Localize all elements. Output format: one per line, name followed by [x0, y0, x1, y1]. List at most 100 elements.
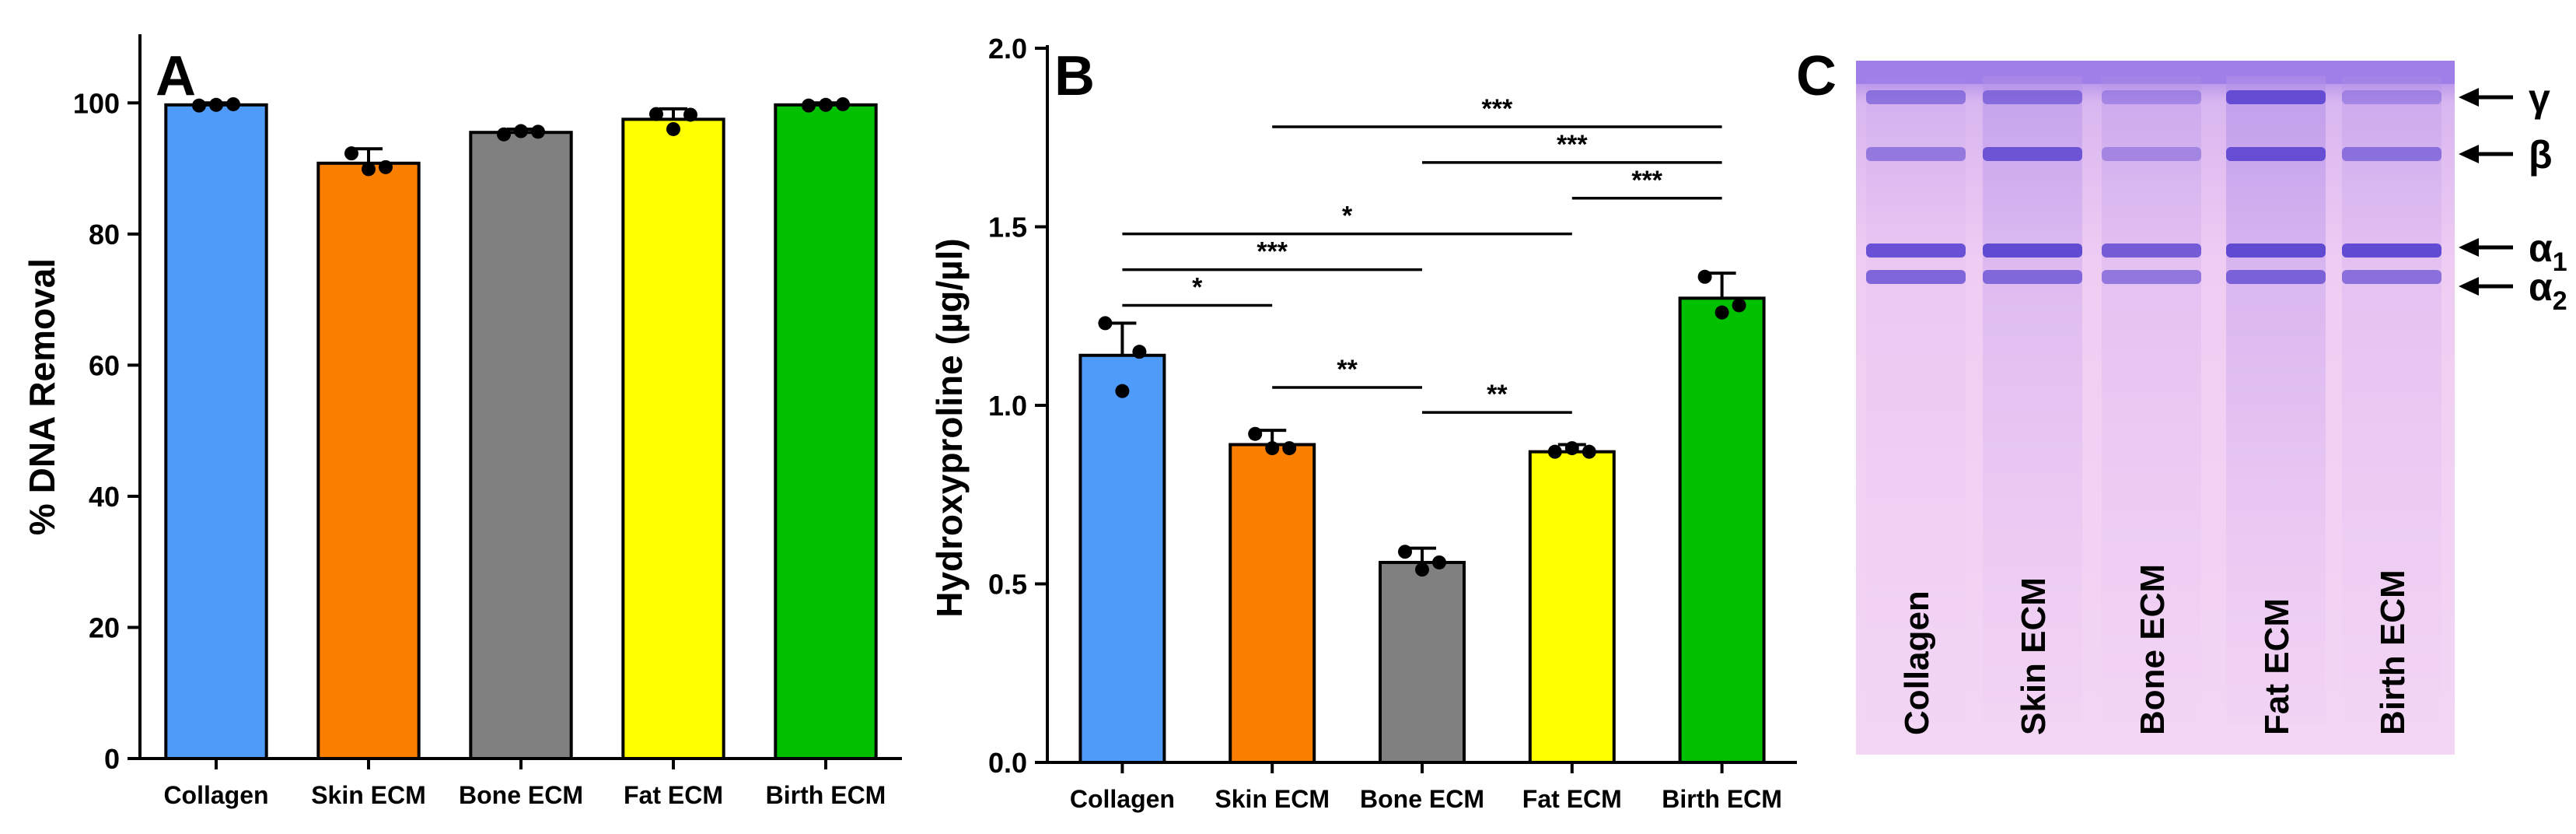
data-point [802, 98, 816, 113]
data-point [1432, 555, 1446, 569]
band-subscript: 1 [2553, 247, 2567, 277]
x-tick-label: Skin ECM [311, 781, 426, 809]
gel-band [2342, 90, 2441, 104]
gel-lane-smear [1983, 76, 2082, 724]
data-point [362, 162, 376, 177]
panel-letter-c: C [1796, 45, 1837, 107]
y-tick-label: 0.0 [988, 747, 1027, 779]
bar [621, 117, 725, 761]
gel-band [2102, 244, 2201, 258]
x-tick-label: Bone ECM [1360, 785, 1484, 813]
x-tick-label: Birth ECM [766, 781, 886, 809]
bar [469, 131, 573, 761]
gel-band [2102, 270, 2201, 284]
data-point [1282, 441, 1297, 456]
gel-lane-label: Birth ECM [2374, 569, 2412, 735]
gel-band [1983, 90, 2082, 104]
gel-band [2226, 244, 2326, 258]
data-point [1248, 426, 1263, 441]
data-point [1265, 441, 1280, 456]
data-point [1415, 562, 1429, 577]
chart-b-plot: 0.0 0.5 1.0 1.5 2.0 Collagen Skin ECM Bone ECM F… [988, 33, 1797, 813]
chart-b: B Hydroxyproline (µg/µl) 0.0 0.5 1.0 1.5 2.0… [929, 33, 1797, 813]
data-point [666, 121, 680, 136]
bar [1229, 443, 1316, 764]
band-arrow-head [2459, 88, 2479, 107]
x-tick-label: Bone ECM [459, 781, 583, 809]
bar [1379, 560, 1466, 765]
gel-band [1866, 244, 1966, 258]
data-point [1398, 545, 1412, 559]
gel-lane-label: Collagen [1898, 590, 1936, 735]
bar [164, 103, 268, 760]
chart-b-ylabel: Hydroxyproline (µg/µl) [929, 238, 970, 618]
band-label: α1 [2529, 226, 2567, 277]
gel-lane-label: Skin ECM [2015, 577, 2053, 735]
y-tick-label: 20 [89, 611, 120, 643]
band-arrow-head [2459, 145, 2479, 163]
gel-band [1983, 244, 2082, 258]
x-tick-label: Collagen [1070, 785, 1175, 813]
x-tick-label: Birth ECM [1662, 785, 1782, 813]
gel-lane-label: Fat ECM [2258, 598, 2296, 735]
band-arrow-head [2459, 238, 2479, 257]
band-subscript: 2 [2553, 286, 2567, 316]
data-point [344, 146, 358, 161]
data-point [1714, 305, 1729, 320]
x-tick-label: Fat ECM [624, 781, 723, 809]
data-point [497, 127, 511, 142]
data-point [1132, 345, 1147, 359]
significance-label: *** [1557, 130, 1588, 159]
data-point [1564, 441, 1579, 456]
band-symbol: β [2529, 133, 2553, 177]
gel-band [1866, 90, 1966, 104]
gel-band [2342, 244, 2441, 258]
data-point [819, 97, 833, 112]
panel-letter-a: A [156, 45, 196, 107]
data-point [836, 96, 850, 111]
gel-lane-label: Bone ECM [2134, 564, 2172, 735]
data-point [683, 107, 697, 122]
data-point [209, 97, 223, 112]
band-label: β [2529, 133, 2553, 177]
gel-band [2226, 90, 2326, 104]
band-symbol: α [2529, 265, 2553, 309]
bar [1678, 296, 1766, 764]
data-point [226, 96, 240, 111]
gel-band [1866, 147, 1966, 161]
gel-panel: C Collagen Skin ECM Bone ECM Fat ECM Birth E… [1796, 45, 2567, 755]
gel-band [1983, 147, 2082, 161]
data-point [649, 107, 663, 121]
data-point [1098, 316, 1113, 331]
gel-band [2102, 147, 2201, 161]
bar [1528, 450, 1616, 764]
gel-band [2102, 90, 2201, 104]
band-label: γ [2529, 76, 2550, 120]
x-tick-label: Fat ECM [1522, 785, 1622, 813]
data-point [379, 159, 393, 174]
band-symbol: α [2529, 226, 2553, 270]
y-tick-label: 80 [89, 219, 120, 251]
y-tick-label: 1.5 [988, 212, 1027, 244]
gel-band [2226, 270, 2326, 284]
chart-a: A % DNA Removal 0 20 40 60 80 100 Collagen Skin… [22, 34, 902, 809]
y-tick-label: 1.0 [988, 390, 1027, 422]
data-point [1115, 384, 1130, 398]
band-label: α2 [2529, 265, 2567, 316]
gel-lane-smear [2342, 76, 2441, 724]
bar [316, 161, 421, 760]
y-tick-label: 0 [104, 743, 120, 775]
significance-label: *** [1482, 94, 1513, 124]
data-point [514, 124, 528, 138]
significance-label: * [1342, 201, 1353, 231]
data-point [1732, 298, 1746, 313]
gel-lane-smear [1866, 76, 1966, 724]
y-tick-label: 100 [73, 87, 120, 119]
data-point [1547, 444, 1562, 459]
significance-label: *** [1257, 237, 1288, 267]
chart-a-ylabel: % DNA Removal [22, 258, 62, 535]
significance-label: ** [1487, 380, 1508, 409]
bar [774, 103, 878, 760]
gel-lane-smear [2102, 76, 2201, 724]
gel-lane-smear [2226, 76, 2326, 724]
